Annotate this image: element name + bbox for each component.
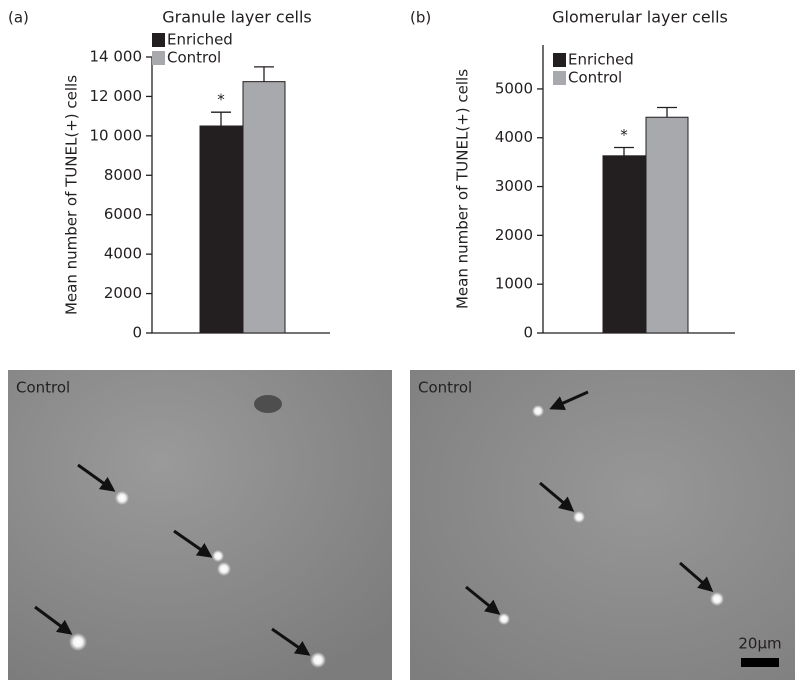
legend-swatch <box>553 53 566 67</box>
y-tick-label: 14 000 <box>90 48 143 66</box>
image-label: Control <box>16 379 70 397</box>
legend-label: Control <box>167 49 221 67</box>
bar <box>242 81 286 334</box>
image-label: Control <box>418 379 472 397</box>
error-bar <box>254 66 274 82</box>
y-tick-label: 8000 <box>104 166 142 184</box>
y-tick-label: 2000 <box>495 226 533 244</box>
y-tick-label: 0 <box>132 324 142 342</box>
y-tick-label: 10 000 <box>90 126 143 144</box>
error-bar <box>211 111 231 126</box>
micrograph-b: Control 20µm <box>410 370 795 680</box>
bar <box>645 116 689 334</box>
annotation: * <box>217 91 225 109</box>
legend-label: Enriched <box>167 31 233 49</box>
bar <box>602 155 646 334</box>
error-bar <box>614 146 634 156</box>
scale-bar-label: 20µm <box>738 635 781 653</box>
y-tick-label: 0 <box>523 324 533 342</box>
y-tick-label: 2000 <box>104 284 142 302</box>
y-tick-label: 3000 <box>495 177 533 195</box>
legend-swatch <box>152 33 165 47</box>
y-axis-label: Mean number of TUNEL(+) cells <box>63 75 81 315</box>
panel-label: (a) <box>8 9 29 27</box>
panel-label: (b) <box>410 9 431 27</box>
y-tick-label: 4000 <box>104 245 142 263</box>
legend-label: Control <box>568 69 622 87</box>
y-tick-label: 1000 <box>495 275 533 293</box>
annotation: * <box>620 126 628 144</box>
y-tick-label: 5000 <box>495 79 533 97</box>
legend-swatch <box>152 51 165 65</box>
chart-title: Granule layer cells <box>162 8 312 27</box>
y-axis-label: Mean number of TUNEL(+) cells <box>454 69 472 309</box>
micrograph-a: Control <box>8 370 392 680</box>
legend-swatch <box>553 71 566 85</box>
error-bar <box>657 106 677 118</box>
chart-title: Glomerular layer cells <box>552 8 728 27</box>
legend-label: Enriched <box>568 51 634 69</box>
bar <box>199 125 243 334</box>
y-tick-label: 12 000 <box>90 87 143 105</box>
y-tick-label: 6000 <box>104 205 142 223</box>
y-tick-label: 4000 <box>495 128 533 146</box>
